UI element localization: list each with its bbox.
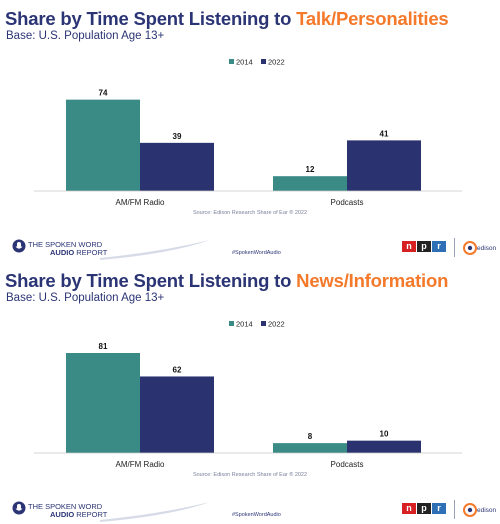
npr-logo: n p r: [402, 241, 446, 252]
legend-swatch-2014: [229, 321, 234, 326]
npr-letter-r: r: [432, 241, 446, 252]
title-highlight: News/Information: [296, 270, 449, 291]
logo-divider: [454, 500, 455, 519]
edison-logo-text: edison: [477, 245, 497, 252]
data-label: 41: [380, 129, 389, 138]
slide-news-information: Share by Time Spent Listening to News/In…: [0, 262, 500, 524]
data-label: 62: [173, 365, 182, 374]
chart-title: Share by Time Spent Listening to News/In…: [5, 270, 448, 292]
npr-letter-p: p: [417, 241, 431, 252]
footer: THE SPOKEN WORD AUDIO REPORT #SpokenWord…: [0, 236, 500, 262]
hashtag: #SpokenWordAudio: [232, 512, 281, 518]
hashtag: #SpokenWordAudio: [232, 250, 281, 256]
edison-logo-icon: edison: [463, 503, 497, 517]
legend-label-2022: 2022: [268, 320, 285, 329]
bar-chart-news: 2014 2022 81 62 8 10 AM/FM Radio Podcasts: [34, 320, 462, 469]
logo-line2-rest: REPORT: [74, 510, 108, 519]
legend: 2014 2022: [229, 58, 285, 67]
bar-am-fm-radio-2022: [140, 142, 214, 191]
title-prefix: Share by Time Spent Listening to: [5, 270, 297, 291]
bar-am-fm-radio-2022: [140, 376, 214, 453]
edison-logo-text: edison: [477, 507, 497, 514]
bar-am-fm-radio-2014: [66, 353, 140, 453]
spoken-word-logo-text: THE SPOKEN WORD AUDIO REPORT: [28, 241, 107, 257]
swoosh-graphic: [100, 240, 210, 260]
title-prefix: Share by Time Spent Listening to: [5, 8, 297, 29]
data-label: 10: [380, 430, 389, 439]
category-label: AM/FM Radio: [116, 198, 165, 207]
bar-podcasts-2022: [347, 440, 421, 453]
legend-label-2014: 2014: [236, 58, 253, 67]
logo-line2: AUDIO REPORT: [28, 249, 107, 257]
chart-subtitle: Base: U.S. Population Age 13+: [6, 292, 165, 304]
footer: THE SPOKEN WORD AUDIO REPORT #SpokenWord…: [0, 498, 500, 524]
legend: 2014 2022: [229, 320, 285, 329]
microphone-icon: [12, 239, 26, 253]
source-note: Source: Edison Research Share of Ear ® 2…: [192, 472, 308, 478]
legend-label-2022: 2022: [268, 58, 285, 67]
title-highlight: Talk/Personalities: [296, 8, 449, 29]
bar-podcasts-2014: [273, 176, 347, 191]
legend-swatch-2014: [229, 59, 234, 64]
npr-logo: n p r: [402, 503, 446, 514]
chart-subtitle: Base: U.S. Population Age 13+: [6, 30, 165, 42]
npr-letter-n: n: [402, 503, 416, 514]
npr-letter-p: p: [417, 503, 431, 514]
legend-label-2014: 2014: [236, 320, 253, 329]
logo-line1: THE SPOKEN WORD: [28, 240, 103, 249]
spoken-word-logo-text: THE SPOKEN WORD AUDIO REPORT: [28, 503, 107, 519]
legend-swatch-2022: [261, 59, 266, 64]
edison-logo-icon: edison: [463, 241, 497, 255]
data-label: 39: [173, 132, 182, 141]
npr-letter-n: n: [402, 241, 416, 252]
data-label: 74: [99, 89, 108, 98]
data-label: 12: [306, 165, 315, 174]
bar-chart-talk: 2014 2022 74 39 12 41 AM/FM Radio Podcasts: [34, 58, 462, 207]
logo-line2-bold: AUDIO: [50, 510, 75, 519]
bar-podcasts-2022: [347, 140, 421, 191]
logo-line2: AUDIO REPORT: [28, 511, 107, 519]
logo-line2-bold: AUDIO: [50, 248, 75, 257]
bar-am-fm-radio-2014: [66, 99, 140, 191]
npr-letter-r: r: [432, 503, 446, 514]
microphone-icon: [12, 501, 26, 515]
legend-swatch-2022: [261, 321, 266, 326]
source-note: Source: Edison Research Share of Ear ® 2…: [192, 210, 308, 216]
category-label: Podcasts: [331, 460, 364, 469]
logo-line2-rest: REPORT: [74, 248, 108, 257]
category-label: Podcasts: [331, 198, 364, 207]
logo-line1: THE SPOKEN WORD: [28, 502, 103, 511]
category-label: AM/FM Radio: [116, 460, 165, 469]
swoosh-graphic: [100, 502, 210, 522]
bar-podcasts-2014: [273, 443, 347, 453]
data-label: 81: [99, 342, 108, 351]
data-label: 8: [308, 432, 313, 441]
slide-talk-personalities: Share by Time Spent Listening to Talk/Pe…: [0, 8, 500, 262]
logo-divider: [454, 238, 455, 257]
chart-title: Share by Time Spent Listening to Talk/Pe…: [5, 8, 449, 30]
